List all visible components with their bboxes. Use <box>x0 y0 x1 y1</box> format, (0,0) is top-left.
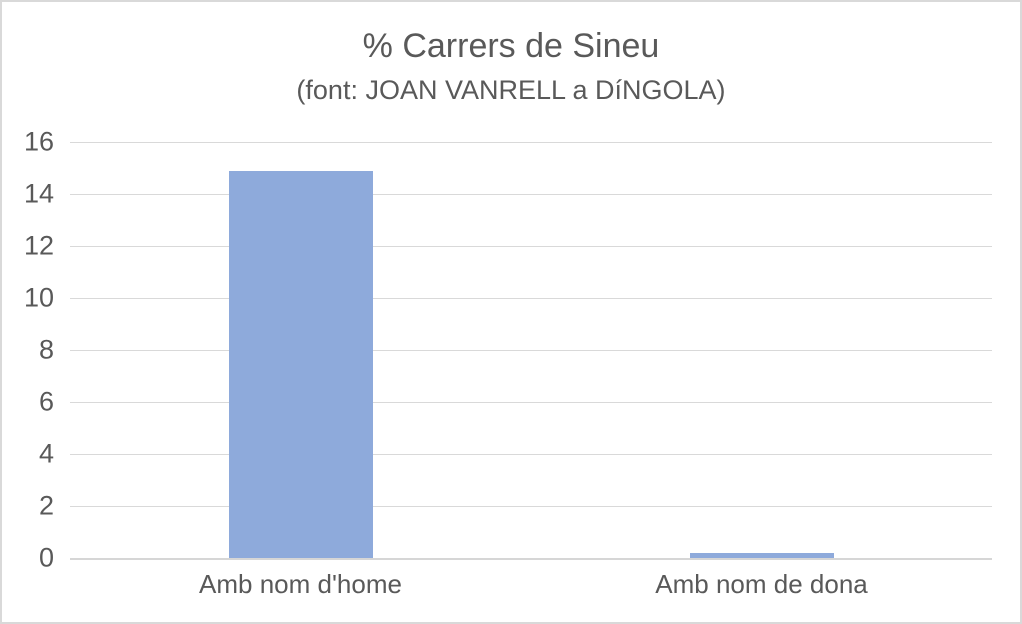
chart-subtitle: (font: JOAN VANRELL a DíNGOLA) <box>296 75 726 105</box>
x-category-label: Amb nom d'home <box>199 569 402 599</box>
y-tick-label: 8 <box>38 334 54 365</box>
chart-title: % Carrers de Sineu <box>362 27 660 65</box>
y-gridline <box>70 350 992 351</box>
y-tick-label: 14 <box>23 178 54 209</box>
y-tick-label: 0 <box>38 542 54 573</box>
y-tick-label: 6 <box>38 386 54 417</box>
y-tick-label: 2 <box>38 490 54 521</box>
y-gridline <box>70 454 992 455</box>
y-gridline <box>70 194 992 195</box>
y-gridline <box>70 506 992 507</box>
y-gridline <box>70 246 992 247</box>
y-gridline <box>70 142 992 143</box>
y-tick-label: 10 <box>23 282 54 313</box>
bar-1 <box>228 170 373 558</box>
y-tick-label: 4 <box>38 438 54 469</box>
y-gridline <box>70 402 992 403</box>
x-axis-line <box>70 558 992 560</box>
y-tick-label: 12 <box>23 230 54 261</box>
x-category-label: Amb nom de dona <box>655 569 868 599</box>
y-tick-label: 16 <box>23 126 54 157</box>
y-gridline <box>70 298 992 299</box>
bar-2 <box>689 552 834 558</box>
plot-area <box>70 142 992 560</box>
